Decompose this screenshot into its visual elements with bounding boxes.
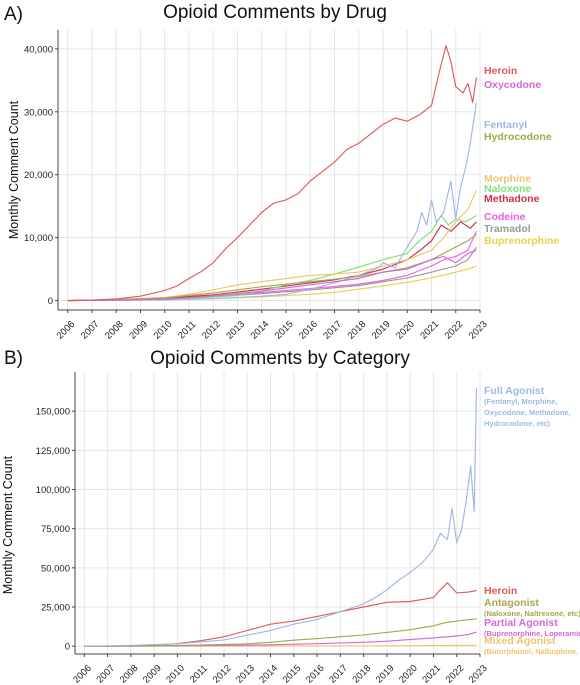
y-tick-label: 50,000 [41,563,70,574]
series-line-heroin [84,582,477,647]
x-tick-label: 2020 [397,663,420,685]
y-tick-label: 0 [65,642,70,653]
x-tick-label: 2015 [273,319,296,342]
y-tick-label: 150,000 [36,407,70,418]
x-tick-label: 2016 [297,319,320,342]
series-label-hydrocodone: Hydrocodone [484,131,552,143]
series-line-methadone [67,221,477,302]
series-sublabel-full-agonist: Oxycodone, Methadone, [484,408,571,417]
x-tick-label: 2017 [321,319,344,342]
x-tick-label: 2022 [443,319,466,342]
x-tick-label: 2014 [249,319,272,342]
series-line-fentanyl [67,102,477,302]
series-line-tramadol [67,246,477,302]
series-sublabel-full-agonist: (Fentanyl, Morphine, [484,397,557,406]
series-sublabel-antagonist: (Naloxone, Naltrexone, etc) [484,609,580,618]
series-label-heroin: Heroin [484,65,517,77]
series-label-partial-agonist: Partial Agonist [484,617,558,629]
x-tick-label: 2008 [103,319,126,342]
x-tick-label: 2012 [211,663,234,685]
series-line-full-agonist [84,387,478,647]
series-label-naloxone: Naloxone [484,183,531,195]
x-tick-label: 2009 [141,663,164,685]
y-tick-label: 100,000 [36,485,70,496]
x-tick-label: 2013 [224,319,247,342]
x-tick-label: 2018 [346,319,369,342]
series-label-codeine: Codeine [484,211,526,223]
y-tick-label: 40,000 [24,44,53,55]
y-tick-label: 125,000 [36,446,70,457]
x-tick-label: 2021 [420,663,443,685]
x-tick-label: 2015 [281,663,304,685]
series-label-antagonist: Antagonist [484,597,539,609]
x-tick-label: 2006 [71,663,94,685]
series-line-morphine [67,190,477,302]
x-tick-label: 2013 [234,663,257,685]
x-tick-label: 2009 [127,319,150,342]
series-label-oxycodone: Oxycodone [484,79,541,91]
series-label-mixed-agonist: Mixed Agonist [484,635,556,647]
y-tick-label: 10,000 [24,233,53,244]
x-tick-label: 2011 [176,319,198,341]
series-label-morphine: Morphine [484,173,531,185]
x-tick-label: 2006 [55,319,78,342]
x-tick-label: 2010 [152,319,175,342]
y-tick-label: 20,000 [24,170,53,181]
x-tick-label: 2014 [257,663,280,685]
x-tick-label: 2011 [188,663,210,685]
x-tick-label: 2019 [374,663,397,685]
series-label-buprenorphine: Buprenorphine [484,235,559,247]
series-label-full-agonist: Full Agonist [484,385,545,397]
y-axis-label: Monthly Comment Count [1,455,15,594]
series-sublabel-mixed-agonist: (Butorphanol, Nalbuphine, etc) [484,647,580,656]
chart-title: Opioid Comments by Category [150,348,410,369]
series-line-heroin [67,45,477,302]
series-sublabel-full-agonist: Hydrocodone, etc) [484,419,550,428]
x-tick-label: 2012 [200,319,223,342]
series-line-antagonist [84,618,477,647]
panel-letter: B) [4,348,23,369]
x-tick-label: 2010 [164,663,187,685]
x-tick-label: 2007 [79,319,102,342]
chart-panel-a: A) Opioid Comments by Drug Monthly Comment… [4,2,559,342]
x-tick-label: 2016 [304,663,327,685]
series-line-oxycodone [67,249,477,302]
x-tick-label: 2021 [418,319,441,342]
x-tick-label: 2019 [370,319,393,342]
series-label-fentanyl: Fentanyl [484,119,527,131]
series-label-heroin: Heroin [484,585,517,597]
y-tick-label: 0 [48,296,53,307]
y-tick-label: 25,000 [41,603,70,614]
x-tick-label: 2018 [350,663,373,685]
x-tick-label: 2022 [444,663,467,685]
x-tick-label: 2020 [394,319,417,342]
panel-letter: A) [4,4,23,25]
x-tick-label: 2023 [467,319,490,342]
x-tick-label: 2007 [94,663,117,685]
series-line-hydrocodone [67,234,477,302]
x-tick-label: 2023 [467,663,490,685]
series-sublabel-partial-agonist: (Buprenorphine, Loperamide) [484,629,580,638]
chart-title: Opioid Comments by Drug [163,2,387,23]
y-tick-label: 30,000 [24,107,53,118]
y-tick-label: 75,000 [41,524,70,535]
series-line-partial-agonist [84,631,477,647]
x-tick-label: 2017 [327,663,350,685]
x-tick-label: 2008 [118,663,141,685]
y-axis-label: Monthly Comment Count [7,100,21,239]
chart-panel-b: B) Opioid Comments by Category Monthly Com… [1,348,580,685]
series-line-naloxone [67,215,477,302]
series-label-tramadol: Tramadol [484,223,531,235]
series-label-methadone: Methadone [484,193,540,205]
